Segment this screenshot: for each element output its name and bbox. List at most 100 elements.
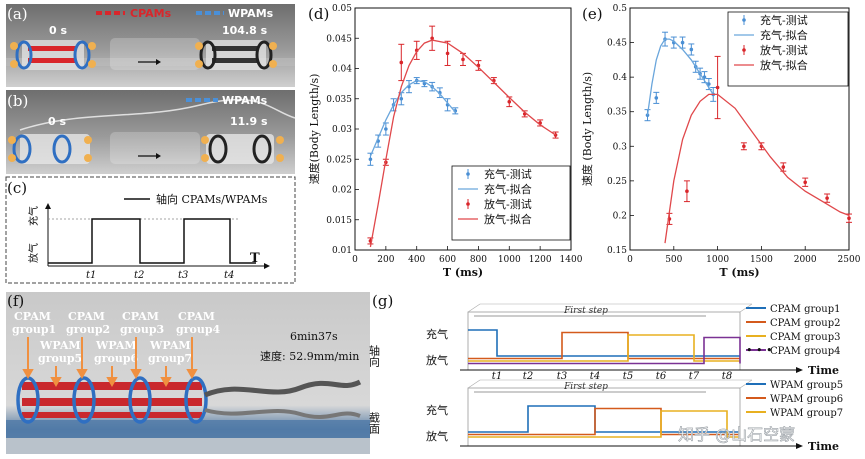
- timing-top-y-bottom: 放气: [426, 353, 448, 367]
- timing-top-pulse-3: [468, 334, 740, 362]
- timing-bottom-first-step: First step: [563, 382, 608, 392]
- panel-e-letter: (e): [582, 5, 603, 23]
- chart-d-legend: [451, 165, 571, 241]
- panel-g-top-side: 轴向: [368, 344, 381, 367]
- chart-d-point: [384, 127, 388, 131]
- timing-bottom-pulse-1: [468, 405, 740, 433]
- chart-e-point: [825, 196, 829, 200]
- chart-d-legend-swatch: [466, 172, 470, 176]
- chart-d-point: [461, 57, 465, 62]
- timing-top-tick-t2: t2: [523, 371, 533, 382]
- cpam-label-1: CPAM group1: [12, 310, 56, 336]
- chart-e-point: [742, 144, 746, 149]
- wpam-label-6: WPAM group6: [94, 339, 139, 365]
- chart-e-ytick-label: 0.4: [613, 73, 628, 83]
- panel-c-tick-t1: t1: [86, 270, 96, 281]
- chart-e-legend: [727, 11, 849, 87]
- chart-e-ytick-label: 0.15: [607, 246, 627, 256]
- timing-bottom-pulse-3: [468, 410, 740, 438]
- timing-top-tick-t8: t8: [722, 371, 732, 382]
- chart-d-point: [399, 96, 404, 101]
- chart-e-ytick-label: 0.5: [613, 4, 628, 14]
- chart-e-point: [781, 165, 786, 169]
- chart-d-xtick-label: 800: [470, 255, 487, 265]
- timing-top-legend-label: CPAM group2: [770, 318, 841, 329]
- robot-a-end: [195, 40, 277, 70]
- chart-e-xtick-label: 0: [627, 255, 633, 265]
- panel-f-letter: (f): [7, 292, 24, 310]
- svg-text:group2: group2: [66, 323, 110, 336]
- chart-d-ytick-label: 0.035: [326, 95, 352, 105]
- cpam-label-3: CPAM group3: [120, 310, 164, 336]
- svg-text:group3: group3: [120, 323, 164, 336]
- panel-c-y-top: 充气: [27, 206, 40, 226]
- panel-b: (b) WPAMs 0 s 11.9 s: [6, 90, 296, 174]
- robot-a-start: [10, 40, 96, 70]
- panel-c-tick-t3: t3: [178, 270, 188, 281]
- panel-a-time-start: 0 s: [49, 24, 67, 37]
- timing-bottom-depth: [467, 379, 481, 389]
- chart-d-fit-line-3: [369, 39, 556, 248]
- panel-b-legend: WPAMs: [222, 94, 268, 107]
- svg-text:CPAM: CPAM: [68, 310, 105, 323]
- chart-d-ytick-label: 0.015: [326, 216, 352, 226]
- timing-bottom-y-top: 充气: [426, 403, 448, 417]
- chart-e-ytick-label: 0.45: [607, 39, 627, 49]
- cpam-label-2: CPAM group2: [66, 310, 110, 336]
- svg-text:WPAM: WPAM: [149, 339, 191, 352]
- svg-text:CPAM: CPAM: [122, 310, 159, 323]
- chart-e-point: [680, 40, 685, 45]
- panel-c-y-bottom: 放气: [27, 243, 40, 263]
- chart-d-xtick-label: 0: [352, 255, 358, 265]
- chart-e-point: [689, 47, 694, 52]
- svg-text:group4: group4: [176, 323, 221, 336]
- timing-bottom-legend-label: WPAM group6: [770, 394, 843, 405]
- chart-e-ytick-label: 0.35: [607, 108, 627, 118]
- panel-f: (f) CPAM group1 CPAM group2 CPAM group3 …: [6, 292, 370, 454]
- robot-f: [16, 376, 362, 424]
- panel-f-speed: 速度: 52.9mm/min: [260, 349, 359, 363]
- chart-e-legend-label: 放气-测试: [760, 43, 808, 57]
- svg-text:group7: group7: [148, 352, 192, 365]
- chart-d-xtick-label: 1000: [498, 255, 521, 265]
- chart-d-ytick-label: 0.01: [332, 246, 352, 256]
- chart-d-xtick-label: 1200: [529, 255, 552, 265]
- panel-e-chart: (e) 0 500 1000 1500 2000 2500 0.15 0.2 0.25 0.3 0.…: [580, 4, 861, 279]
- panel-c-letter: (c): [7, 179, 27, 197]
- timing-top-y-top: 充气: [426, 327, 448, 341]
- chart-e-fit-line-1: [646, 38, 714, 116]
- chart-e-point: [685, 189, 689, 194]
- chart-d-ytick-label: 0.05: [332, 4, 352, 14]
- chart-d-point: [445, 51, 450, 56]
- chart-e-xtick-label: 2000: [794, 255, 817, 265]
- panel-a-legend-cpam: CPAMs: [130, 7, 172, 20]
- timing-bottom-x-arrow: [796, 443, 803, 449]
- chart-e-xtick-label: 2500: [838, 255, 861, 265]
- panel-d-chart: (d) 0 200 400 600 800 1000 1200 1400 0.01 0.015 0.…: [307, 4, 583, 279]
- panel-g-bottom-side: 截面: [368, 411, 381, 434]
- chart-e-ytick-label: 0.25: [607, 177, 627, 187]
- svg-text:WPAM: WPAM: [95, 339, 137, 352]
- chart-d-legend-label: 放气-测试: [484, 197, 532, 211]
- chart-e-legend-swatch: [742, 48, 746, 52]
- chart-d-ylabel: 速度(Body Length/s): [307, 74, 321, 185]
- timing-top-tick-t5: t5: [623, 371, 633, 382]
- timing-top-first-step: First step: [563, 306, 608, 316]
- chart-e-xtick-label: 1000: [706, 255, 729, 265]
- chart-e-legend-label: 充气-测试: [760, 13, 808, 27]
- svg-text:CPAM: CPAM: [14, 310, 51, 323]
- timing-top-legend-label: CPAM group1: [770, 304, 841, 315]
- svg-text:group5: group5: [38, 352, 82, 365]
- chart-e-ytick-label: 0.2: [613, 211, 627, 221]
- chart-e-xtick-label: 1500: [750, 255, 773, 265]
- chart-d-ytick-label: 0.045: [326, 34, 352, 44]
- panel-c-x-axis: T: [250, 251, 260, 266]
- chart-d-fit-line-1: [369, 79, 456, 157]
- chart-d-ytick-label: 0.025: [326, 155, 352, 165]
- timing-top-depth: [467, 303, 481, 313]
- chart-d-ytick-label: 0.04: [332, 65, 352, 75]
- chart-e-point: [654, 96, 659, 100]
